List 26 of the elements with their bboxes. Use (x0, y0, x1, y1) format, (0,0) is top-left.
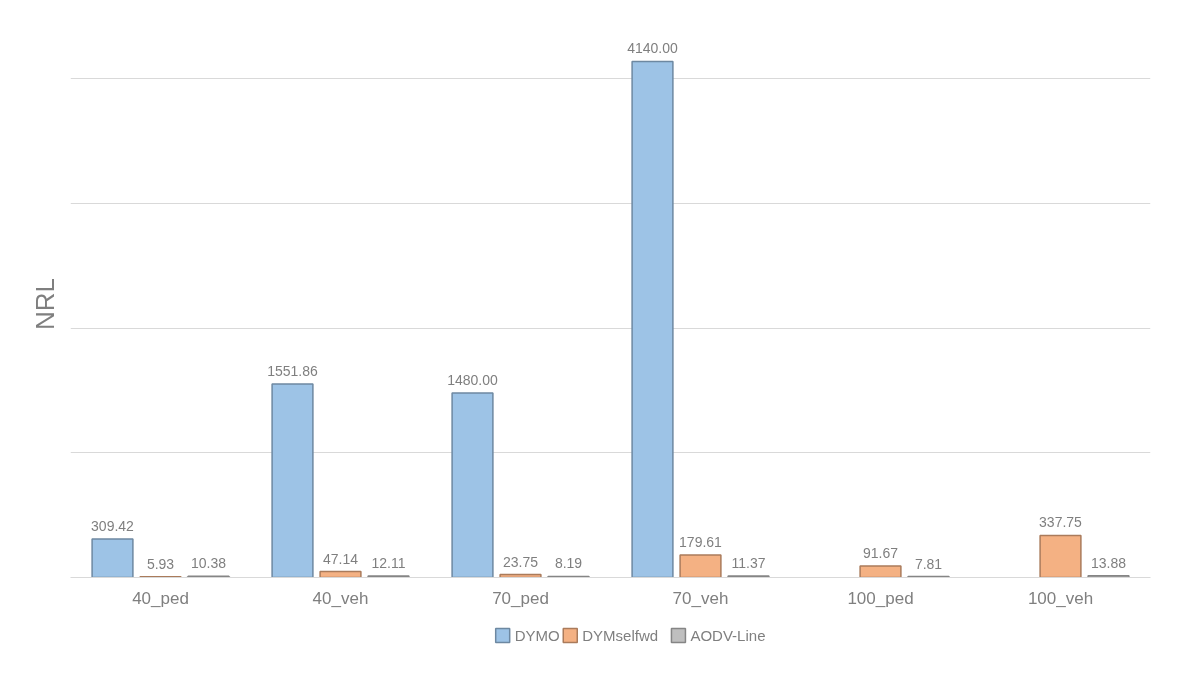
data-label: 4140.00 (627, 40, 679, 57)
data-label: 11.37 (731, 555, 766, 572)
x-tick-label: 40_ped (132, 588, 189, 608)
legend-label: AODV-Line (690, 627, 766, 644)
data-label: 23.75 (502, 553, 539, 570)
y-axis-title: NRL (29, 277, 60, 331)
data-label: 10.38 (190, 555, 227, 572)
x-tick-label: 100_veh (1027, 588, 1094, 608)
x-tick-label: 70_ped (492, 588, 549, 608)
data-label: 1480.00 (447, 372, 499, 389)
data-label: 309.42 (91, 517, 135, 534)
x-tick-label: 40_veh (312, 588, 369, 608)
data-label: 5.93 (146, 555, 175, 572)
data-label: 13.88 (1090, 554, 1127, 571)
legend-label: DYMO (514, 627, 560, 644)
data-label: 337.75 (1039, 514, 1083, 531)
x-tick-label: 100_ped (847, 588, 914, 608)
data-label: 179.61 (679, 534, 723, 551)
data-label: 91.67 (862, 545, 899, 562)
data-label: 8.19 (554, 555, 583, 572)
data-label: 12.11 (371, 554, 406, 571)
legend-label: DYMselfwd (582, 627, 659, 644)
data-label: 1551.86 (267, 363, 319, 380)
x-tick-label: 70_veh (672, 588, 729, 608)
data-label: 47.14 (322, 550, 359, 567)
data-label: 7.81 (914, 555, 943, 572)
